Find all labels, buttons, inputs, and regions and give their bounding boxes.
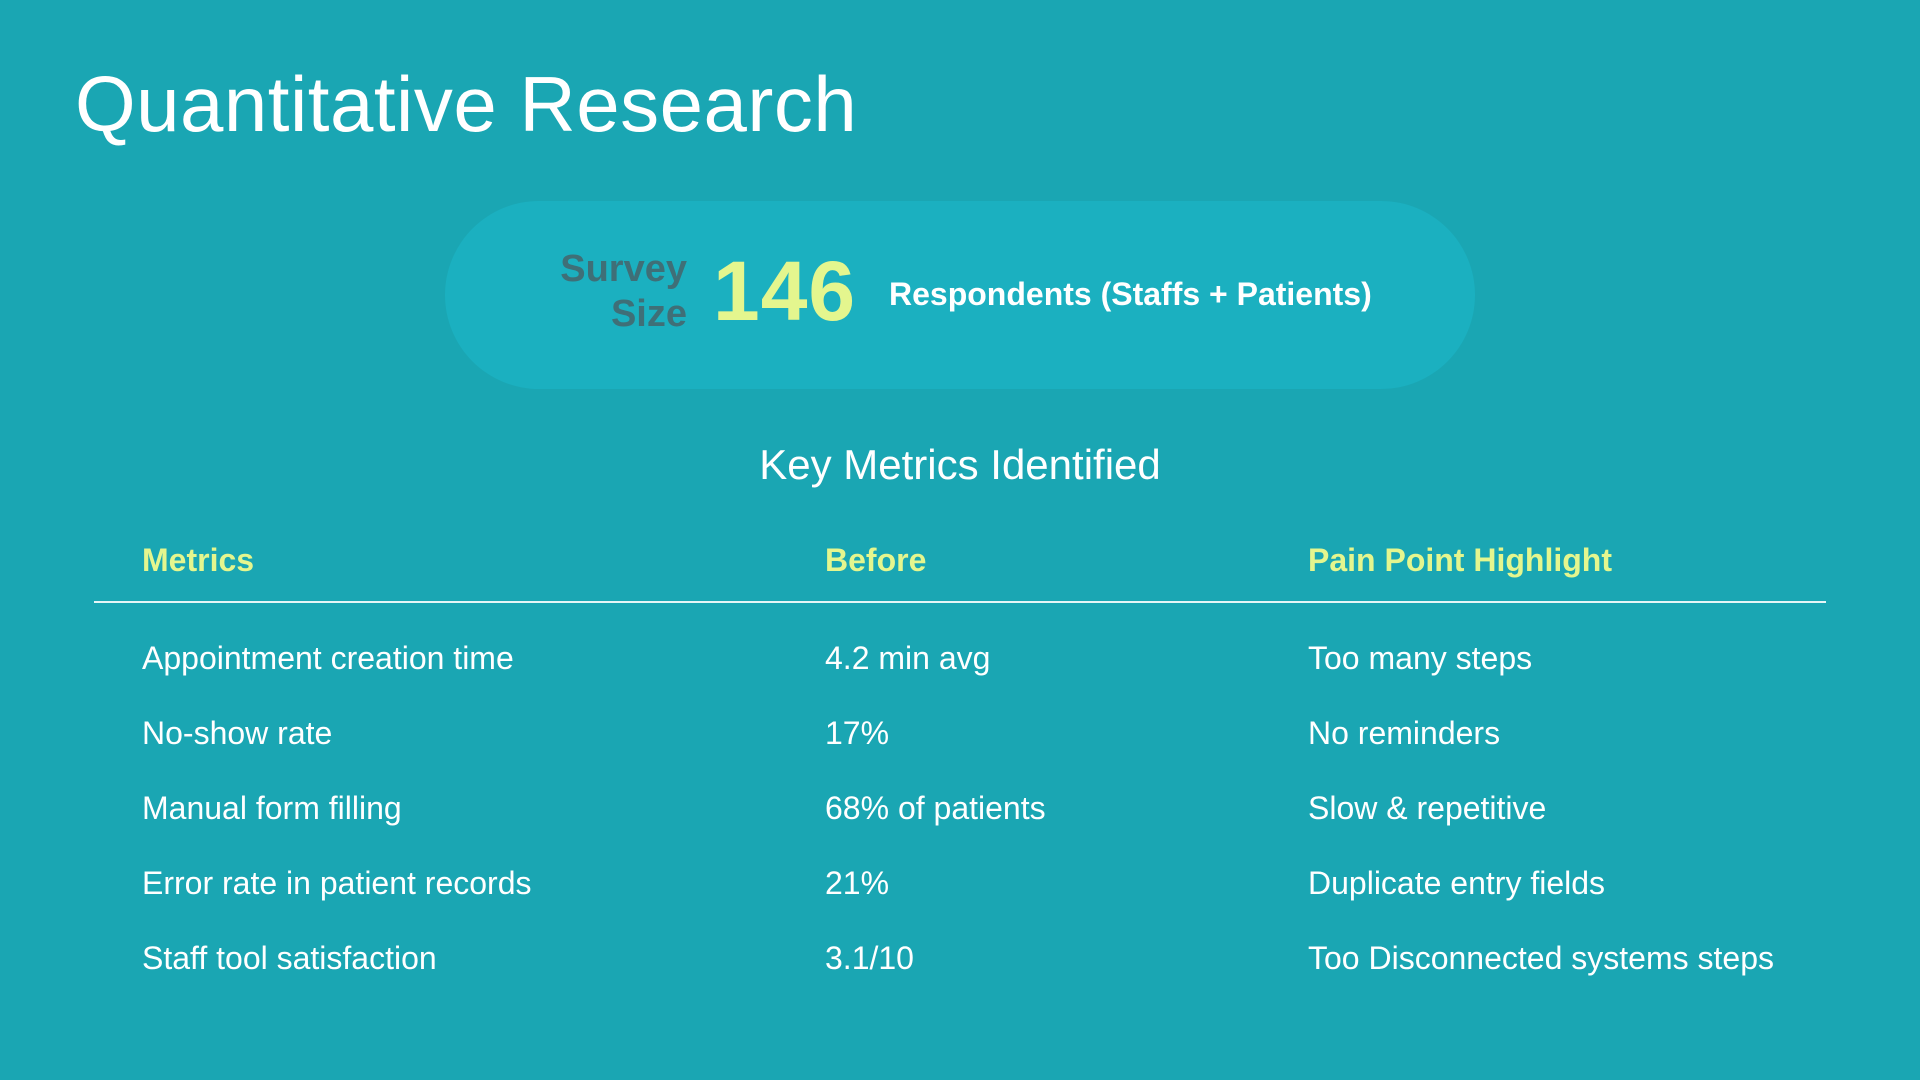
table-header-divider — [94, 601, 1826, 603]
column-header-metrics: Metrics — [142, 542, 255, 578]
metric-cell: No-show rate — [142, 715, 333, 751]
survey-size-label-line2: Size — [610, 293, 687, 335]
key-metrics-title: Key Metrics Identified — [759, 441, 1161, 488]
before-cell: 21% — [825, 865, 890, 901]
before-cell: 4.2 min avg — [825, 640, 991, 676]
page-title: Quantitative Research — [75, 60, 858, 148]
pain-point-cell: Duplicate entry fields — [1308, 865, 1606, 901]
metric-cell: Appointment creation time — [142, 640, 514, 676]
pain-point-cell: Slow & repetitive — [1308, 790, 1547, 826]
before-cell: 17% — [825, 715, 890, 751]
metric-cell: Error rate in patient records — [142, 865, 532, 901]
before-cell: 3.1/10 — [825, 940, 914, 976]
table-row: Error rate in patient records 21% Duplic… — [0, 859, 1920, 907]
pain-point-cell: No reminders — [1308, 715, 1501, 751]
before-cell: 68% of patients — [825, 790, 1046, 826]
column-header-pain-point: Pain Point Highlight — [1308, 542, 1612, 578]
column-header-before: Before — [825, 542, 927, 578]
survey-size-label: Survey Size — [505, 247, 687, 337]
table-row: No-show rate 17% No reminders — [0, 709, 1920, 757]
survey-size-value: 146 — [713, 244, 857, 338]
survey-size-card: Survey Size 146 Respondents (Staffs + Pa… — [445, 201, 1475, 389]
metric-cell: Staff tool satisfaction — [142, 940, 437, 976]
metric-cell: Manual form filling — [142, 790, 402, 826]
table-row: Manual form filling 68% of patients Slow… — [0, 784, 1920, 832]
pain-point-cell: Too Disconnected systems steps — [1308, 940, 1774, 976]
survey-size-label-line1: Survey — [560, 248, 687, 290]
table-row: Appointment creation time 4.2 min avg To… — [0, 634, 1920, 682]
pain-point-cell: Too many steps — [1308, 640, 1533, 676]
table-row: Staff tool satisfaction 3.1/10 Too Disco… — [0, 934, 1920, 982]
survey-size-description: Respondents (Staffs + Patients) — [889, 276, 1372, 312]
